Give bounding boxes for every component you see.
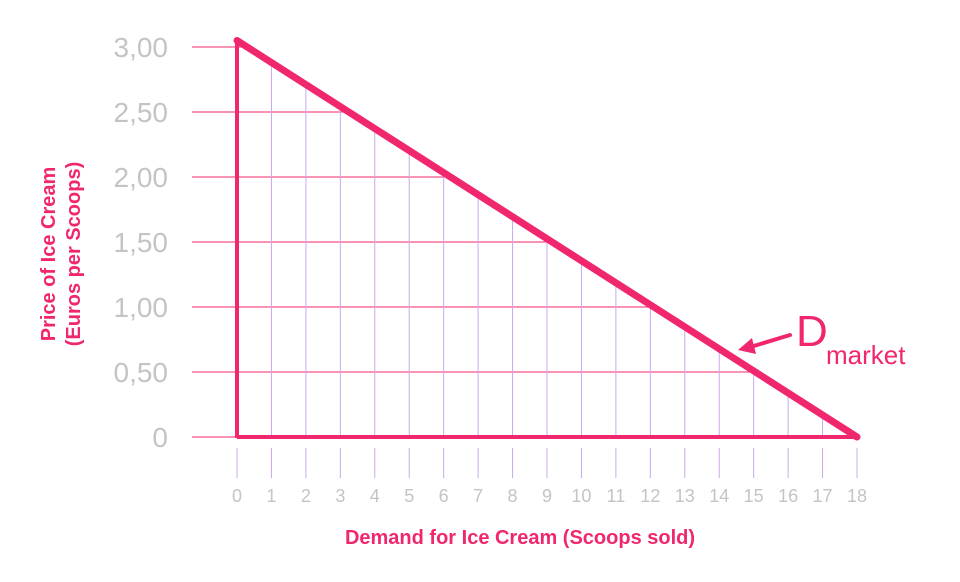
grid: [192, 46, 858, 478]
x-tick-label: 8: [508, 486, 518, 506]
annotation-label-main: D: [796, 307, 828, 356]
annotation-label-sub: market: [826, 340, 906, 370]
x-tick-label: 3: [335, 486, 345, 506]
x-tick-label: 13: [675, 486, 695, 506]
x-tick-label: 10: [571, 486, 591, 506]
x-tick-label: 5: [404, 486, 414, 506]
x-tick-label: 12: [640, 486, 660, 506]
x-tick-label: 6: [439, 486, 449, 506]
demand-line: [233, 37, 861, 441]
y-tick-label: 0: [152, 422, 168, 453]
x-tick-label: 2: [301, 486, 311, 506]
y-tick-label: 2,00: [114, 162, 169, 193]
x-tick-label: 15: [744, 486, 764, 506]
x-tick-label: 17: [813, 486, 833, 506]
x-tick-label: 9: [542, 486, 552, 506]
x-tick-label: 11: [607, 486, 626, 506]
y-tick-label: 2,50: [114, 97, 169, 128]
x-tick-label: 1: [266, 486, 276, 506]
x-tick-label: 16: [778, 486, 798, 506]
x-tick-label: 4: [370, 486, 380, 506]
y-axis-title-line1: Price of Ice Cream: [38, 167, 60, 342]
axes: [235, 37, 857, 439]
x-tick-label: 7: [473, 486, 483, 506]
tick-labels: 00,501,001,502,002,503,000 1 2 3 4 5 6 7 8 9 10 11 1…: [114, 32, 868, 506]
x-tick-label: 18: [847, 486, 867, 506]
y-tick-label: 3,00: [114, 32, 169, 63]
series-layer: [233, 37, 861, 441]
annotation-arrow-head: [738, 338, 756, 354]
x-axis-title: Demand for Ice Cream (Scoops sold): [345, 527, 695, 549]
x-tick-label: 14: [709, 486, 729, 506]
curve-annotation: D market: [738, 307, 906, 370]
y-tick-label: 0,50: [114, 357, 169, 388]
y-tick-label: 1,00: [114, 292, 169, 323]
y-axis-title-line2: (Euros per Scoops): [63, 162, 85, 346]
y-tick-label: 1,50: [114, 227, 169, 258]
x-tick-label: 0: [232, 486, 242, 506]
y-axis-title: Price of Ice Cream (Euros per Scoops): [38, 162, 85, 346]
